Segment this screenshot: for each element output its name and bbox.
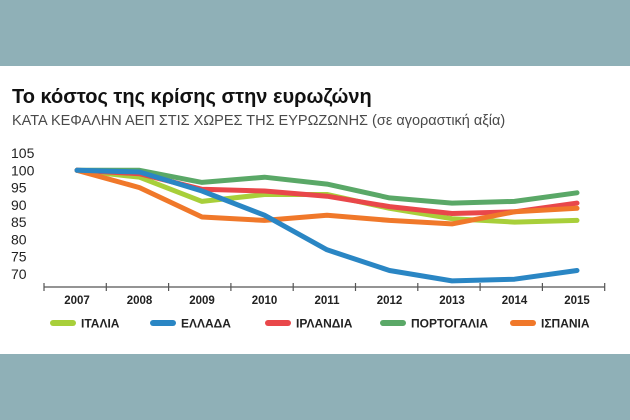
legend-label: ΙΣΠΑΝΙΑ xyxy=(541,317,590,331)
x-tick-label: 2010 xyxy=(252,295,278,307)
x-tick-label: 2009 xyxy=(189,295,215,307)
y-tick-label: 85 xyxy=(11,214,27,230)
chart-subtitle: ΚΑΤΑ ΚΕΦΑΛΗΝ ΑΕΠ ΣΤΙΣ ΧΩΡΕΣ ΤΗΣ ΕΥΡΩΖΩΝΗ… xyxy=(12,113,506,129)
y-tick-label: 80 xyxy=(11,231,27,247)
y-tick-label: 105 xyxy=(11,145,35,161)
series-line-3 xyxy=(74,167,580,206)
y-tick-label: 90 xyxy=(11,197,27,213)
x-tick-label: 2007 xyxy=(64,295,90,307)
series-line-4 xyxy=(74,167,580,227)
y-tick-label: 95 xyxy=(11,180,27,196)
chart-title: Το κόστος της κρίσης στην ευρωζώνη xyxy=(12,86,372,108)
x-tick-label: 2015 xyxy=(564,295,590,307)
x-tick-label: 2014 xyxy=(502,295,528,307)
legend-label: ΙΡΛΑΝΔΙΑ xyxy=(296,317,353,331)
x-tick-label: 2012 xyxy=(377,295,403,307)
series-line-1 xyxy=(74,167,580,284)
chart-card: Το κόστος της κρίσης στην ευρωζώνη ΚΑΤΑ … xyxy=(0,66,630,354)
legend-label: ΠΟΡΤΟΓΑΛΙΑ xyxy=(411,317,488,331)
x-tick-label: 2013 xyxy=(439,295,465,307)
x-tick-label: 2011 xyxy=(315,295,341,307)
y-tick-label: 70 xyxy=(11,266,27,282)
legend-label: ΙΤΑΛΙΑ xyxy=(81,317,120,331)
legend-label: ΕΛΛΑΔΑ xyxy=(181,317,231,331)
x-tick-label: 2008 xyxy=(127,295,153,307)
y-tick-label: 75 xyxy=(11,249,27,265)
y-tick-label: 100 xyxy=(11,162,35,178)
